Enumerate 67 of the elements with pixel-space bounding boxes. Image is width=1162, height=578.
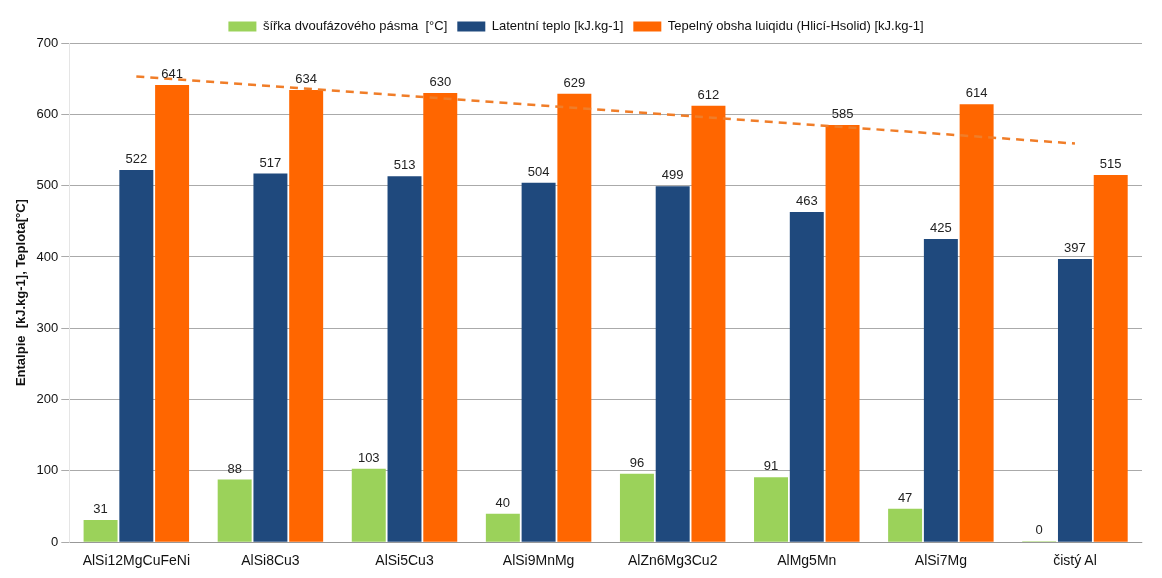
x-tick-label: AlSi9MnMg [502, 552, 575, 569]
x-tick-label: AlZn6Mg3Cu2 [627, 552, 718, 569]
y-tick-label: 300 [36, 319, 59, 335]
x-tick-label: čistý Al [1053, 552, 1097, 569]
data-label: 522 [125, 151, 148, 167]
y-tick-label: 700 [36, 34, 59, 50]
y-axis-title: Entalpie [kJ.kg-1], Teplota[°C] [13, 199, 29, 387]
x-tick-label: AlSi12MgCuFeNi [82, 552, 191, 569]
data-label: 504 [527, 163, 550, 179]
legend-label: šířka dvoufázového pásma [°C] [262, 18, 448, 34]
bar [888, 508, 923, 542]
bar [217, 479, 252, 542]
data-label: 513 [393, 157, 416, 173]
data-label: 96 [629, 454, 645, 470]
bar [619, 473, 654, 542]
bar [155, 85, 190, 542]
bar [521, 182, 556, 542]
bar [253, 173, 288, 542]
bar [959, 104, 994, 542]
y-tick-label: 500 [36, 177, 59, 193]
data-label: 0 [1035, 522, 1043, 538]
data-label: 463 [795, 193, 818, 209]
legend-label: Latentní teplo [kJ.kg-1] [491, 18, 624, 34]
data-label: 630 [429, 74, 452, 89]
data-label: 641 [161, 66, 183, 82]
y-tick-label: 200 [36, 391, 59, 407]
data-label: 585 [831, 106, 854, 122]
data-label: 31 [93, 501, 108, 517]
data-label: 91 [763, 458, 779, 474]
data-label: 515 [1099, 156, 1122, 172]
bar [691, 105, 726, 542]
data-label: 634 [295, 71, 318, 87]
bar [351, 468, 386, 542]
bar [423, 92, 458, 542]
x-tick-label: AlSi5Cu3 [375, 552, 434, 569]
bar [557, 93, 592, 542]
bar [387, 176, 422, 542]
data-label: 612 [697, 86, 720, 102]
bar [485, 513, 520, 542]
legend-label: Tepelný obsha luiqidu (Hlicí-Hsolid) [kJ.kg-1] [667, 18, 924, 34]
bar [655, 186, 690, 542]
bar [825, 125, 860, 542]
data-label: 629 [563, 74, 586, 90]
data-label: 397 [1064, 240, 1086, 256]
bar [119, 169, 154, 542]
data-label: 47 [897, 489, 913, 505]
bar [1093, 174, 1128, 542]
y-tick-label: 400 [36, 248, 59, 264]
data-label: 40 [495, 494, 511, 510]
bar [754, 477, 789, 542]
bar [923, 239, 958, 542]
data-label: 614 [965, 85, 988, 101]
data-label: 425 [930, 220, 952, 236]
y-tick-label: 0 [51, 533, 59, 549]
data-label: 517 [259, 154, 282, 170]
y-tick-label: 600 [36, 105, 59, 121]
data-label: 499 [661, 167, 684, 183]
x-tick-label: AlSi7Mg [914, 552, 967, 569]
bar [789, 212, 824, 542]
data-label: 103 [357, 449, 380, 465]
x-tick-label: AlMg5Mn [777, 552, 837, 569]
bar [83, 520, 118, 542]
y-tick-label: 100 [36, 462, 59, 478]
bar [289, 90, 324, 542]
bar [1057, 259, 1092, 542]
data-label: 88 [227, 460, 242, 476]
x-tick-label: AlSi8Cu3 [241, 552, 300, 569]
